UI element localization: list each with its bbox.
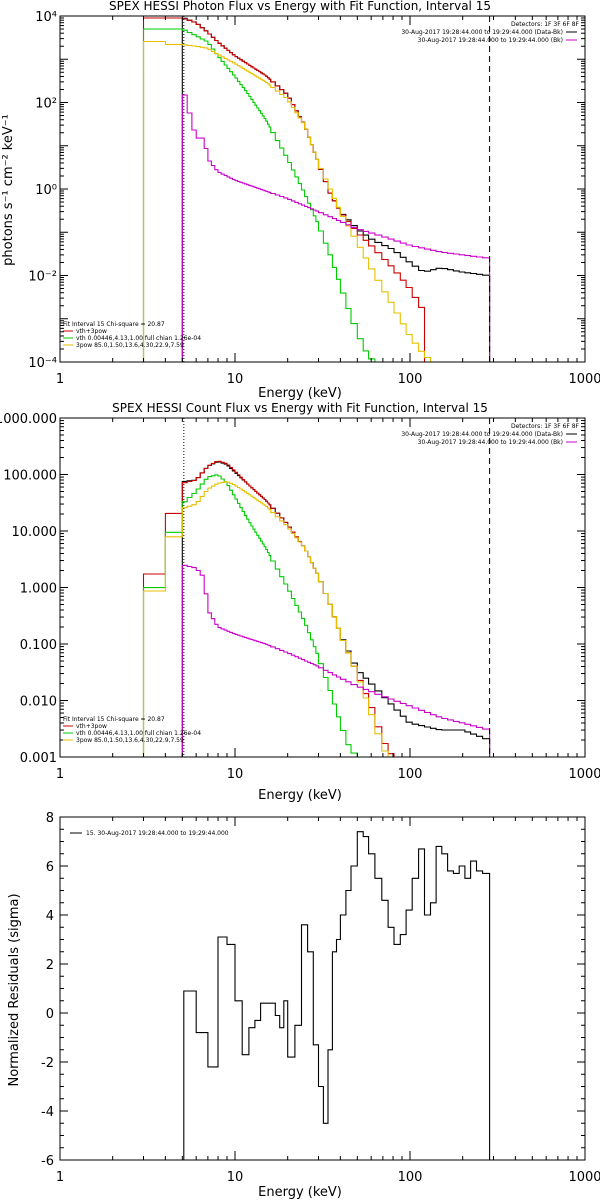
y-tick-label: 100.000 xyxy=(3,469,57,484)
legend-entry: vth+3pow xyxy=(76,723,107,730)
plot-frame xyxy=(59,816,586,1161)
series-line-2 xyxy=(142,474,358,757)
y-tick-label: 0.100 xyxy=(20,638,57,653)
x-tick-label: 10 xyxy=(227,372,244,387)
series-line-1 xyxy=(142,460,395,757)
x-tick-label: 10 xyxy=(227,1170,244,1185)
y-tick-label: 1000.000 xyxy=(0,412,57,427)
x-tick-label: 100 xyxy=(398,767,423,782)
legend-entry: vth 0.00446,4.13,1.00 full chian 1.26e-0… xyxy=(76,335,201,342)
series-line-3 xyxy=(142,481,389,757)
legend-heading: Detectors: 1F 3F 6F 8F xyxy=(511,423,580,430)
legend-bottom: Fit Interval 15 Chi-square = 20.87vth+3p… xyxy=(63,716,201,744)
chart-panel-3: 1 10 100 1000 -6 -4 -2 0 2 4 6 8 Energy (keV) Normali… xyxy=(7,811,600,1200)
y-tick-label: 10⁻² xyxy=(28,270,57,285)
legend-entry: 30-Aug-2017 19:28:44.000 to 19:29:44.000… xyxy=(401,431,563,438)
y-tick-label: 10⁰ xyxy=(35,183,57,198)
x-tick-label: 10 xyxy=(227,767,244,782)
legend-entry: 3pow 85.0,1.50,13.6,4.30,22.9,7.59 xyxy=(76,737,184,744)
chart-panel-1: SPEX HESSI Photon Flux vs Energy with Fi… xyxy=(1,0,600,401)
series-line-2 xyxy=(142,28,376,362)
series-group xyxy=(142,460,491,757)
y-tick-label: 1.000 xyxy=(20,582,57,597)
series-line-4 xyxy=(181,564,491,757)
legend-entry: 30-Aug-2017 19:28:44.000 to 19:29:44.000… xyxy=(401,29,563,36)
x-tick-label: 100 xyxy=(398,372,423,387)
y-tick-label: 2 xyxy=(46,958,54,973)
x-tick-label: 100 xyxy=(398,1170,423,1185)
y-tick-label: 4 xyxy=(46,909,54,924)
chart-title: SPEX HESSI Photon Flux vs Energy with Fi… xyxy=(109,0,491,13)
series-line-3 xyxy=(142,40,432,362)
legend-entry: 3pow 85.0,1.50,13.6,4.30,22.9,7.59 xyxy=(76,342,184,349)
x-tick-label: 1000 xyxy=(568,372,600,387)
x-axis-label: Energy (keV) xyxy=(258,788,342,803)
y-axis-label: Normalized Residuals (sigma) xyxy=(7,893,22,1086)
legend-entry: vth+3pow xyxy=(76,328,107,335)
y-axis-label: photons s⁻¹ cm⁻² keV⁻¹ xyxy=(1,114,16,266)
y-tick-label: 6 xyxy=(46,860,54,875)
y-tick-label: 8 xyxy=(46,811,54,826)
legend-bottom: Fit Interval 15 Chi-square = 20.87vth+3p… xyxy=(63,321,201,349)
x-axis-label: Energy (keV) xyxy=(258,386,342,401)
legend-heading: Detectors: 1F 3F 6F 8F xyxy=(511,21,580,28)
legend-entry: 30-Aug-2017 19:28:44.000 to 19:29:44.000… xyxy=(418,37,563,44)
y-tick-label: -4 xyxy=(41,1105,54,1120)
x-tick-label: 1 xyxy=(56,767,64,782)
y-tick-label: 10⁴ xyxy=(35,10,57,25)
y-tick-label: 0.001 xyxy=(20,751,57,766)
series-group xyxy=(183,831,491,1160)
series-group xyxy=(142,17,491,362)
series-line-0 xyxy=(183,831,491,1160)
series-line-0 xyxy=(181,17,491,362)
y-tick-label: -2 xyxy=(41,1056,54,1071)
y-tick-label: 0 xyxy=(46,1007,54,1022)
y-tick-label: 0.010 xyxy=(20,695,57,710)
legend: 15. 30-Aug-2017 19:28:44.000 to 19:29:44… xyxy=(70,830,229,837)
x-axis-label: Energy (keV) xyxy=(258,1185,342,1200)
legend-entry: 15. 30-Aug-2017 19:28:44.000 to 19:29:44… xyxy=(86,830,229,837)
y-tick-label: 10.000 xyxy=(12,525,58,540)
chart-title: SPEX HESSI Count Flux vs Energy with Fit… xyxy=(112,401,488,415)
chart-panel-2: SPEX HESSI Count Flux vs Energy with Fit… xyxy=(0,401,600,803)
plot-frame xyxy=(59,15,586,363)
x-tick-label: 1000 xyxy=(568,767,600,782)
x-tick-label: 1 xyxy=(56,372,64,387)
legend-entry: vth 0.00446,4.13,1.00 full chian 1.26e-0… xyxy=(76,730,201,737)
y-tick-label: 10² xyxy=(35,97,57,112)
legend-entry: 30-Aug-2017 19:28:44.000 to 19:29:44.000… xyxy=(418,439,563,446)
x-tick-label: 1 xyxy=(56,1170,64,1185)
plot-frame xyxy=(59,417,586,758)
series-line-4 xyxy=(181,94,491,362)
series-line-1 xyxy=(142,17,426,362)
legend-heading: Fit Interval 15 Chi-square = 20.87 xyxy=(63,321,165,328)
y-tick-label: 10⁻⁴ xyxy=(28,356,57,371)
x-tick-label: 1000 xyxy=(568,1170,600,1185)
legend-heading: Fit Interval 15 Chi-square = 20.87 xyxy=(63,716,165,723)
y-tick-label: -6 xyxy=(41,1154,54,1169)
